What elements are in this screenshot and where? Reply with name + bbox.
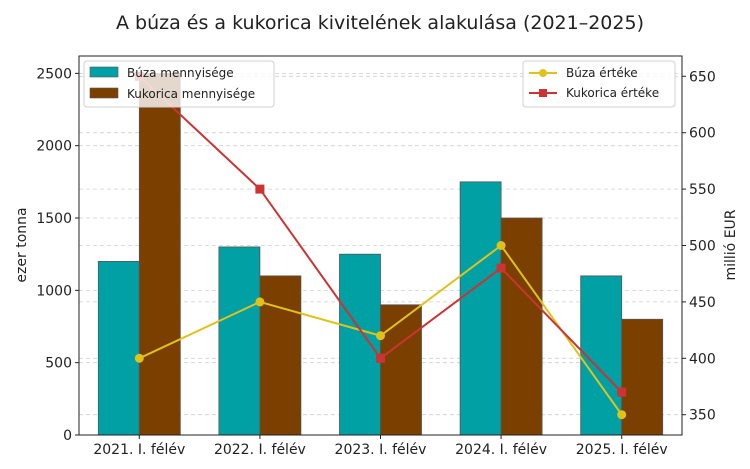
y-left-tick-label: 2500	[36, 66, 72, 82]
bar-kukorica-mennyiseg	[259, 275, 302, 436]
legend-marker	[539, 89, 547, 97]
point-buza-ertek	[617, 410, 627, 420]
x-tick-label: 2022. I. félév	[214, 442, 306, 458]
bar-kukorica-mennyiseg	[621, 318, 664, 436]
y-right-tick-label: 500	[689, 239, 716, 255]
x-tick-label: 2024. I. félév	[455, 442, 547, 458]
legend-label: Kukorica értéke	[566, 86, 659, 100]
bar-buza-mennyiseg	[97, 261, 140, 436]
x-tick-label: 2023. I. félév	[335, 442, 427, 458]
legend-label: Búza értéke	[566, 66, 638, 80]
legend-lines: Búza értéke Kukorica értéke	[522, 60, 676, 108]
y-axis-left-label: ezer tonna	[14, 207, 30, 282]
point-buza-ertek	[376, 331, 385, 341]
y-right-tick-label: 550	[689, 182, 716, 198]
y-left-tick-label: 2000	[36, 139, 72, 155]
y-right-tick-label: 450	[689, 295, 716, 311]
legend-label: Búza mennyisége	[127, 66, 234, 80]
y-right-tick-label: 350	[689, 408, 716, 424]
legend-marker	[539, 69, 547, 77]
point-buza-ertek	[496, 241, 506, 250]
point-buza-ertek	[134, 353, 144, 363]
bar-kukorica-mennyiseg	[380, 304, 422, 436]
legend-swatch	[89, 66, 119, 78]
point-kukorica-ertek	[255, 184, 265, 194]
bar-buza-mennyiseg	[218, 246, 261, 436]
y-right-tick-label: 650	[689, 69, 716, 85]
legend-bars-box	[83, 60, 275, 108]
point-kukorica-ertek	[376, 353, 385, 363]
y-left-tick-label: 1000	[36, 283, 72, 299]
legend-bars: Búza mennyisége Kukorica mennyisége	[83, 60, 275, 108]
y-left-tick-label: 0	[63, 428, 72, 444]
y-left-tick-label: 1500	[36, 211, 72, 227]
legend-label: Kukorica mennyisége	[127, 87, 255, 101]
legend-swatch	[89, 87, 119, 99]
y-left-tick-label: 500	[45, 356, 72, 372]
chart-title: A búza és a kukorica kivitelének alakulá…	[116, 12, 644, 34]
legend-lines-box	[522, 60, 676, 108]
y-axis-right-label: millió EUR	[723, 209, 739, 280]
bar-buza-mennyiseg	[459, 181, 502, 436]
x-tick-label: 2025. I. félév	[576, 442, 668, 458]
bar-buza-mennyiseg	[580, 275, 623, 436]
point-buza-ertek	[255, 297, 265, 307]
x-tick-label: 2021. I. félév	[93, 442, 185, 458]
point-kukorica-ertek	[617, 387, 627, 397]
bar-buza-mennyiseg	[339, 253, 381, 436]
bar-kukorica-mennyiseg	[500, 217, 543, 436]
bars	[97, 72, 664, 436]
bar-kukorica-mennyiseg	[138, 72, 181, 436]
y-right-tick-label: 400	[689, 351, 716, 367]
y-right-tick-label: 600	[689, 126, 716, 142]
point-kukorica-ertek	[496, 263, 506, 273]
ticks: 0 500 1000 1500 2000 2500 350 400 450 500 550 600 65…	[36, 66, 715, 458]
